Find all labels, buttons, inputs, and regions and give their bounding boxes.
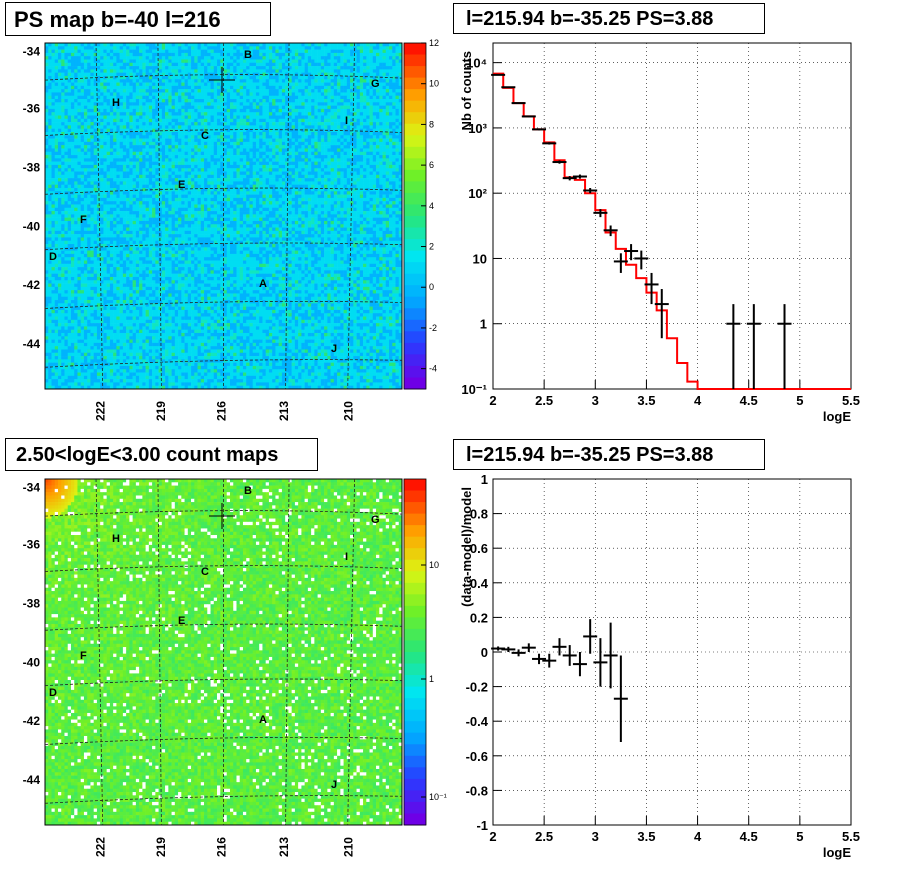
colorbar-tick: 10: [429, 560, 439, 570]
source-label-g: G: [371, 78, 380, 90]
count-map-x-tick: 222: [93, 837, 107, 857]
count-map-x-tick: 213: [277, 837, 291, 857]
count-map-panel: A B C D E F G H I J -34 -36 -38 -40 -42 -44 222 219 216 213…: [23, 479, 447, 857]
ps-map-y-tick: -34: [23, 45, 41, 59]
count-map-x-tick: 219: [154, 837, 168, 857]
source-label-h: H: [112, 97, 120, 109]
colorbar-tick: 4: [429, 201, 434, 211]
source-label-c: C: [201, 566, 209, 578]
residual-y-tick: 0.2: [470, 610, 488, 625]
residual-y-tick: -1: [476, 818, 488, 833]
ps-map-title: PS map b=-40 l=216: [5, 2, 271, 36]
ps-map-x-tick: 216: [215, 401, 229, 421]
residual-y-tick: 1: [481, 472, 488, 487]
source-label-h: H: [112, 533, 120, 545]
colorbar-tick: 8: [429, 119, 434, 129]
residual-x-tick: 3.5: [637, 829, 655, 844]
spectrum-y-tick: 10: [473, 251, 487, 266]
count-map-y-tick: -40: [23, 655, 41, 669]
residual-y-label: (data-model)/model: [459, 487, 474, 607]
spectrum-y-tick: 10²: [468, 186, 487, 201]
spectrum-x-tick: 2: [489, 393, 496, 408]
ps-map-y-tick: -36: [23, 102, 41, 116]
count-map-y-tick: -44: [23, 773, 41, 787]
spectrum-x-tick: 3.5: [637, 393, 655, 408]
residual-y-tick: -0.8: [466, 783, 488, 798]
residual-y-tick: -0.6: [466, 749, 488, 764]
source-label-e: E: [178, 179, 185, 191]
source-label-c: C: [201, 130, 209, 142]
spectrum-x-tick: 5.5: [842, 393, 860, 408]
spectrum-x-tick: 2.5: [535, 393, 553, 408]
colorbar-tick: 6: [429, 160, 434, 170]
residual-y-tick: 0: [481, 645, 488, 660]
residual-y-tick: -0.4: [466, 714, 489, 729]
source-label-i: I: [345, 551, 348, 563]
spectrum-y-label: Nb of counts: [459, 51, 474, 130]
source-label-b: B: [244, 49, 252, 61]
spectrum-grid: [493, 43, 851, 389]
source-label-g: G: [371, 514, 380, 526]
spectrum-x-tick: 4.5: [740, 393, 758, 408]
count-map-y-tick: -38: [23, 597, 41, 611]
residual-x-tick: 4.5: [740, 829, 758, 844]
figure-canvas: ABCDEFGHIJ-34-36-38-40-42-44222 219 216 213…: [0, 0, 898, 871]
ps-map-x-tick: 219: [154, 401, 168, 421]
count-map-x-tick: 216: [215, 837, 229, 857]
source-label-j: J: [331, 779, 337, 791]
source-label-a: A: [259, 714, 267, 726]
spectrum-y-tick: 10⁻¹: [461, 382, 487, 397]
source-label-d: D: [49, 687, 57, 699]
residual-grid: [493, 479, 851, 825]
count-map-title: 2.50<logE<3.00 count maps: [5, 438, 318, 471]
residual-x-label: logE: [823, 845, 851, 860]
spectrum-x-tick: 3: [592, 393, 599, 408]
spectrum-y-tick: 1: [480, 317, 487, 332]
spectrum-frame: [493, 43, 851, 389]
source-label-a: A: [259, 278, 267, 290]
ps-map-y-tick: -42: [23, 278, 41, 292]
spectrum-x-tick: 4: [694, 393, 702, 408]
ps-map-y-tick: -38: [23, 161, 41, 175]
source-label-i: I: [345, 115, 348, 127]
source-label-f: F: [80, 650, 87, 662]
residual-x-tick: 4: [694, 829, 702, 844]
colorbar-tick: 1: [429, 674, 434, 684]
source-label-b: B: [244, 485, 252, 497]
colorbar-tick: 10: [429, 79, 439, 89]
model-step-line: [493, 74, 851, 389]
ps-map-x-tick: 210: [341, 401, 355, 421]
source-label-d: D: [49, 251, 57, 263]
source-label-e: E: [178, 615, 185, 627]
colorbar-tick: 10⁻¹: [429, 792, 447, 802]
source-label-f: F: [80, 214, 87, 226]
residual-panel: 2 2.5 3 3.5 4 4.5 5 5.5-1-0.8-0.6-0.4-0.200.20.…: [459, 472, 860, 860]
spectrum-title: l=215.94 b=-35.25 PS=3.88: [453, 3, 765, 34]
spectrum-x-tick: 5: [796, 393, 803, 408]
colorbar-tick: -4: [429, 364, 437, 374]
count-map-y-tick: -36: [23, 538, 41, 552]
source-label-j: J: [331, 343, 337, 355]
ps-map-x-tick: 222: [93, 401, 107, 421]
residual-x-tick: 2: [489, 829, 496, 844]
residual-x-tick: 5: [796, 829, 803, 844]
residual-x-tick: 3: [592, 829, 599, 844]
residual-title: l=215.94 b=-35.25 PS=3.88: [453, 439, 765, 470]
ps-map-y-tick: -44: [23, 337, 41, 351]
residual-x-tick: 5.5: [842, 829, 860, 844]
count-map-y-tick: -42: [23, 714, 41, 728]
spectrum-x-label: logE: [823, 409, 851, 424]
colorbar-tick: 0: [429, 282, 434, 292]
colorbar-tick: 2: [429, 242, 434, 252]
count-map-y-tick: -34: [23, 481, 41, 495]
residual-x-tick: 2.5: [535, 829, 553, 844]
colorbar-tick: 12: [429, 38, 439, 48]
ps-map-x-tick: 213: [277, 401, 291, 421]
ps-map-y-tick: -40: [23, 219, 41, 233]
colorbar-tick: -2: [429, 323, 437, 333]
count-map-x-tick: 210: [341, 837, 355, 857]
residual-y-tick: -0.2: [466, 680, 488, 695]
